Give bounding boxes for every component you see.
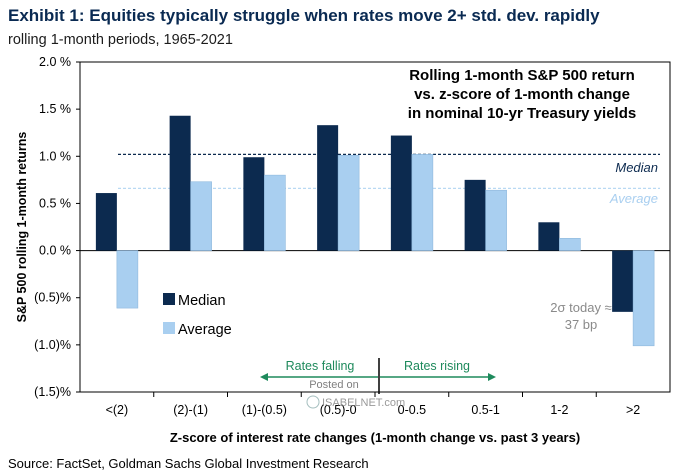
exhibit-title: Exhibit 1: Equities typically struggle w… [8, 6, 600, 25]
bar-median-7 [612, 250, 634, 312]
x-tick-label: (1)-(0.5) [242, 403, 287, 417]
exhibit-subtitle: rolling 1-month periods, 1965-2021 [8, 32, 233, 48]
y-tick-label: 1.5 % [39, 102, 71, 116]
sigma-annotation-line-1: 2σ today ≈ [550, 300, 611, 315]
bar-average-7 [632, 250, 655, 347]
bar-median-3 [317, 125, 339, 251]
rates-falling-arrowhead [260, 373, 268, 381]
rates-rising-label: Rates rising [404, 359, 470, 373]
y-tick-label: 2.0 % [39, 55, 71, 69]
y-tick-label: (1.0)% [34, 338, 71, 352]
legend-median-swatch [163, 293, 175, 305]
x-tick-label: (0.5)-0 [320, 403, 357, 417]
bar-average-2 [264, 174, 286, 251]
x-axis-label: Z-score of interest rate changes (1-mont… [170, 430, 580, 445]
watermark-posted-on: Posted on [309, 379, 359, 391]
y-tick-label: (0.5)% [34, 291, 71, 305]
x-tick-label: 1-2 [550, 403, 568, 417]
average-line-label: Average [609, 191, 658, 206]
source-note: Source: FactSet, Goldman Sachs Global In… [8, 456, 369, 471]
median-line-label: Median [615, 160, 658, 175]
legend-median-label: Median [178, 293, 226, 309]
watermark-site: ISABELNET.com [322, 397, 405, 409]
y-axis-label: S&P 500 rolling 1-month returns [15, 132, 29, 323]
bar-median-0 [95, 193, 117, 251]
bar-average-6 [559, 238, 581, 251]
bar-average-5 [485, 189, 507, 251]
y-tick-label: 1.0 % [39, 149, 71, 163]
chart-title-line-1: Rolling 1-month S&P 500 return [409, 67, 635, 84]
rates-falling-label: Rates falling [286, 359, 355, 373]
x-tick-label: (2)-(1) [173, 403, 208, 417]
legend-average-label: Average [178, 322, 232, 338]
x-tick-label: >2 [626, 403, 640, 417]
chart-title-line-2: vs. z-score of 1-month change [414, 86, 630, 103]
bars [95, 115, 655, 347]
bar-median-5 [464, 179, 486, 251]
bar-average-0 [116, 250, 139, 309]
bar-median-1 [169, 115, 191, 251]
sigma-annotation-line-2: 37 bp [565, 317, 598, 332]
x-tick-label: <(2) [106, 403, 129, 417]
y-tick-label: (1.5)% [34, 385, 71, 399]
bar-median-4 [390, 135, 412, 251]
x-axis: <(2) (2)-(1) (1)-(0.5) (0.5)-0 0-0.5 0.5-1 1-2… [106, 392, 640, 417]
watermark-globe-icon [306, 395, 320, 409]
watermark: Posted on ISABELNET.com [306, 379, 405, 409]
y-tick-label: 0.5 % [39, 196, 71, 210]
x-tick-label: 0-0.5 [398, 403, 427, 417]
rates-rising-arrowhead [488, 373, 496, 381]
bar-average-1 [190, 181, 212, 251]
bar-median-2 [243, 157, 265, 251]
x-tick-label: 0.5-1 [471, 403, 500, 417]
bar-average-4 [411, 154, 434, 251]
legend-average-swatch [163, 322, 175, 334]
bar-median-6 [538, 222, 560, 251]
rates-direction-annotation: Rates falling Rates rising [260, 358, 496, 394]
chart-title-line-3: in nominal 10-yr Treasury yields [408, 105, 636, 122]
y-tick-label: 0.0 % [39, 244, 71, 258]
bar-average-3 [337, 155, 360, 251]
